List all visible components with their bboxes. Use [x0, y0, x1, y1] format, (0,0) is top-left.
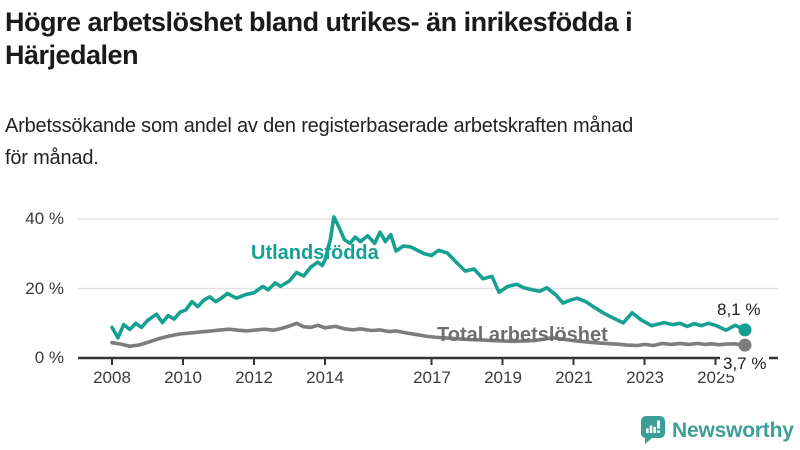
page-title: Högre arbetslöshet bland utrikes- än inr… — [5, 6, 785, 72]
end-value-label-total: 3,7 % — [720, 354, 770, 374]
x-tick-label: 2012 — [235, 368, 273, 387]
series-label-utlandsfodda: Utlandsfödda — [251, 242, 379, 264]
y-tick-label: 0 % — [34, 348, 64, 367]
subtitle-line-1: Arbetssökande som andel av den registerb… — [5, 115, 634, 137]
x-tick-label: 2008 — [93, 368, 131, 387]
end-value-label-utlandsfodda: 8,1 % — [717, 300, 761, 319]
newsworthy-bar-chart-speech-bubble-icon — [641, 416, 665, 444]
x-tick-label: 2023 — [626, 368, 664, 387]
newsworthy-wordmark: Newsworthy — [672, 418, 794, 442]
y-tick-label: 20 % — [25, 279, 64, 298]
x-tick-label: 2010 — [164, 368, 202, 387]
series-line-0 — [110, 215, 747, 340]
x-tick-label: 2019 — [484, 368, 522, 387]
title-line-1: Högre arbetslöshet bland utrikes- än inr… — [5, 7, 633, 37]
y-tick-label: 40 % — [25, 209, 64, 228]
newsworthy-logo[interactable]: Newsworthy — [641, 416, 794, 445]
title-line-2: Härjedalen — [5, 40, 139, 70]
x-tick-label: 2014 — [306, 368, 344, 387]
series-end-dot-0 — [738, 323, 752, 337]
subtitle-line-2: för månad. — [5, 147, 99, 169]
series-end-dot-1 — [738, 338, 752, 352]
x-tick-label: 2017 — [413, 368, 451, 387]
x-tick-label: 2021 — [555, 368, 593, 387]
series-line-1 — [110, 321, 747, 348]
series-label-total-arbetsloshet: Total arbetslöshet — [437, 324, 608, 346]
chart-subtitle: Arbetssökande som andel av den registerb… — [5, 110, 793, 174]
